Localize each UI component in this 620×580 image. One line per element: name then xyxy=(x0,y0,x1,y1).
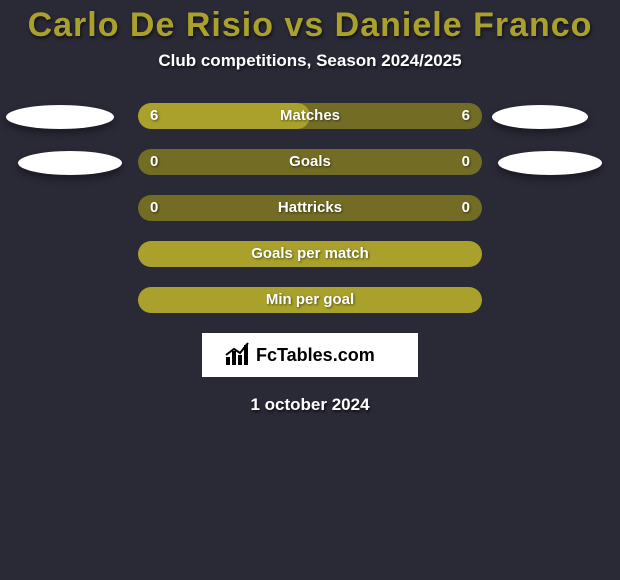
stat-row: Min per goal xyxy=(0,287,620,313)
stat-label: Min per goal xyxy=(138,287,482,313)
right-scale-ellipse xyxy=(492,105,588,129)
stat-row: 66Matches xyxy=(0,103,620,129)
stat-row: Goals per match xyxy=(0,241,620,267)
stat-pill: 66Matches xyxy=(138,103,482,129)
stat-label: Matches xyxy=(138,103,482,129)
page-subtitle: Club competitions, Season 2024/2025 xyxy=(0,51,620,71)
stat-pill: Min per goal xyxy=(138,287,482,313)
stat-row: 00Hattricks xyxy=(0,195,620,221)
svg-text:FcTables.com: FcTables.com xyxy=(256,345,375,365)
stat-rows-container: 66Matches 00Goals 00Hattricks Goals per mat… xyxy=(0,103,620,313)
stat-label: Goals per match xyxy=(138,241,482,267)
stat-label: Hattricks xyxy=(138,195,482,221)
stat-pill: 00Hattricks xyxy=(138,195,482,221)
left-scale-ellipse xyxy=(18,151,122,175)
left-scale-ellipse xyxy=(6,105,114,129)
stat-label: Goals xyxy=(138,149,482,175)
comparison-infographic: Carlo De Risio vs Daniele Franco Club co… xyxy=(0,0,620,580)
stat-pill: 00Goals xyxy=(138,149,482,175)
page-title: Carlo De Risio vs Daniele Franco xyxy=(0,0,620,45)
infographic-date: 1 october 2024 xyxy=(0,395,620,415)
right-scale-ellipse xyxy=(498,151,602,175)
stat-pill: Goals per match xyxy=(138,241,482,267)
fctables-logo: FcTables.com xyxy=(202,333,418,377)
stat-row: 00Goals xyxy=(0,149,620,175)
